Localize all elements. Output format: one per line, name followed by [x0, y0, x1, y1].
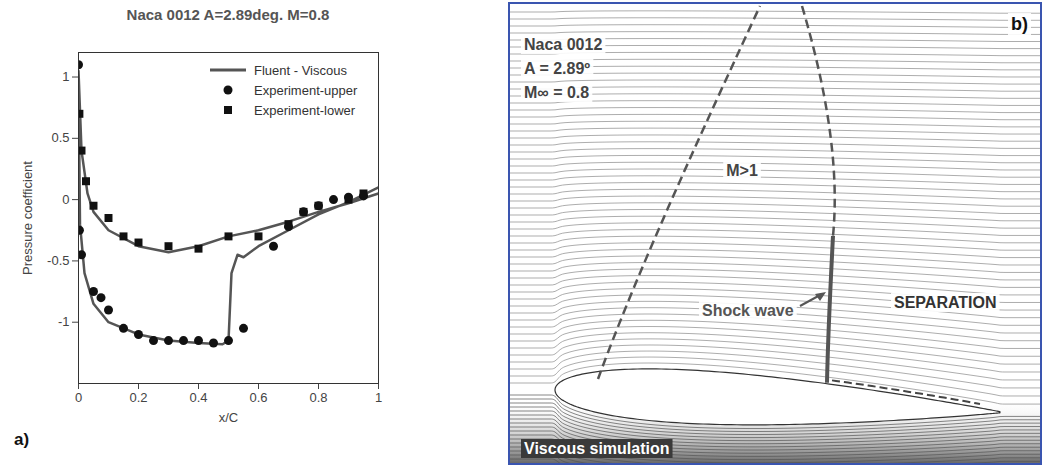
svg-text:0.4: 0.4	[189, 390, 207, 405]
svg-text:SEPARATION: SEPARATION	[894, 294, 997, 311]
svg-text:Naca 0012: Naca 0012	[524, 36, 602, 53]
html-text:a): a)	[14, 430, 30, 449]
svg-text:x/C: x/C	[219, 410, 239, 425]
html-text:Experiment-upper: Experiment-upper	[254, 82, 358, 98]
svg-text:A = 2.89º: A = 2.89º	[524, 60, 590, 77]
svg-text:0.2: 0.2	[129, 390, 147, 405]
svg-text:0: 0	[62, 192, 69, 207]
svg-text:0.6: 0.6	[249, 390, 267, 405]
svg-text:1: 1	[62, 69, 69, 84]
svg-text:-0.5: -0.5	[47, 253, 69, 268]
svg-text:M>1: M>1	[726, 162, 758, 179]
svg-text:0.8: 0.8	[309, 390, 327, 405]
svg-text:Shock wave: Shock wave	[702, 302, 794, 319]
svg-text:Pressure coefficient: Pressure coefficient	[20, 161, 35, 275]
html-text:Fluent - Viscous: Fluent - Viscous	[254, 62, 347, 78]
html-text:Naca 0012 A=2.89deg. M=0.8: Naca 0012 A=2.89deg. M=0.8	[126, 6, 330, 23]
svg-text:-1: -1	[58, 314, 70, 329]
html-text:Experiment-lower: Experiment-lower	[254, 102, 356, 118]
svg-text:M∞ = 0.8: M∞ = 0.8	[524, 84, 589, 101]
svg-text:0.5: 0.5	[51, 130, 69, 145]
svg-text:b): b)	[1011, 14, 1028, 34]
svg-text:1: 1	[375, 390, 382, 405]
svg-text:Viscous simulation: Viscous simulation	[524, 440, 670, 457]
svg-text:0: 0	[75, 390, 82, 405]
